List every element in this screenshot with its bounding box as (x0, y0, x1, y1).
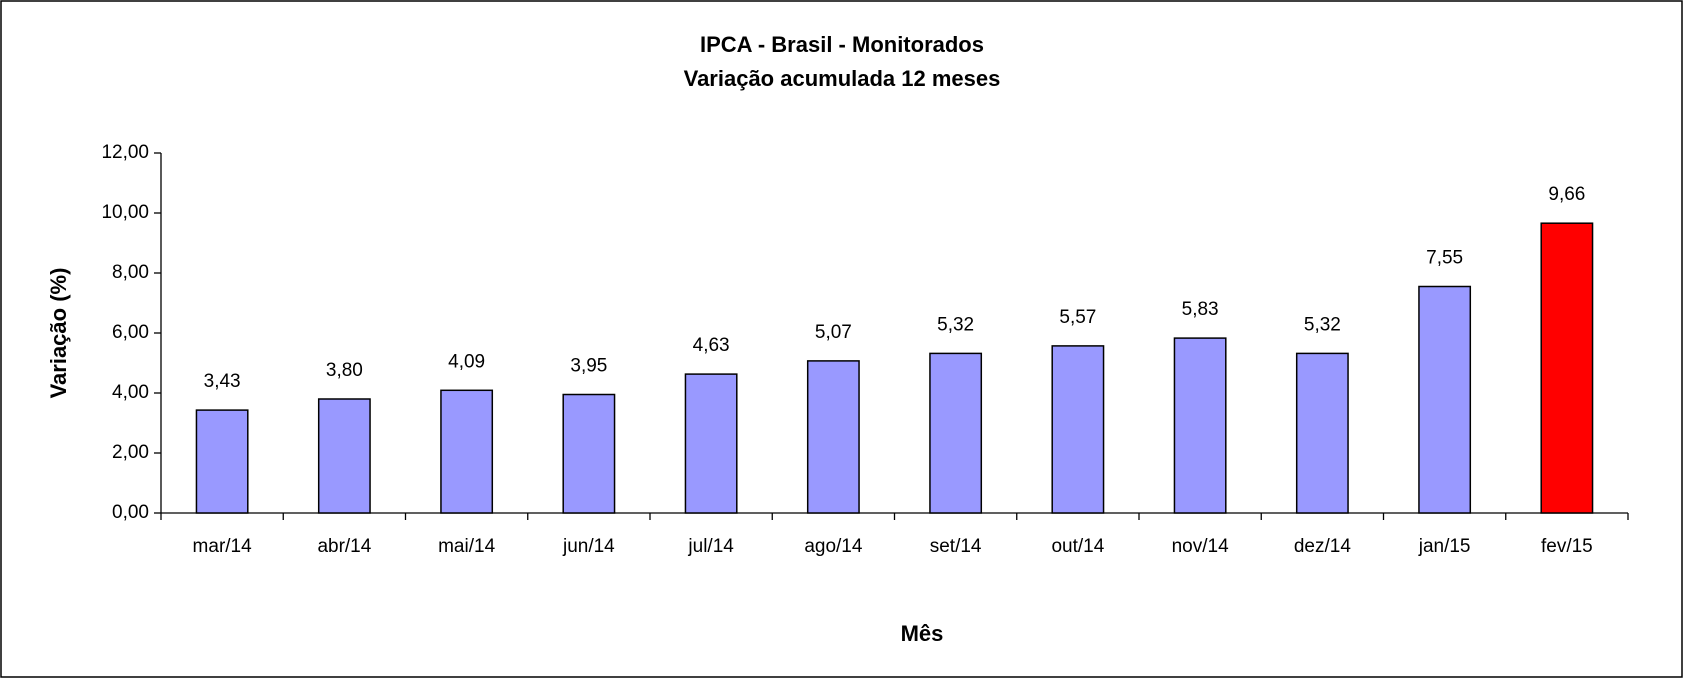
x-tick-label: jul/14 (687, 536, 734, 557)
y-tick-label: 6,00 (112, 322, 149, 343)
y-tick-label: 2,00 (112, 442, 149, 463)
chart-title: IPCA - Brasil - Monitorados (700, 32, 984, 57)
bar (1173, 337, 1227, 514)
bar (195, 409, 249, 514)
data-label: 3,95 (570, 356, 607, 377)
data-label: 5,57 (1059, 307, 1096, 328)
x-tick-label: out/14 (1051, 536, 1104, 557)
bar (1540, 222, 1594, 514)
x-tick-label: jun/14 (562, 536, 615, 557)
bar (317, 398, 371, 514)
x-tick-label: mar/14 (193, 536, 253, 557)
y-tick-label: 0,00 (112, 502, 149, 523)
bar (929, 352, 983, 514)
bar (562, 393, 616, 514)
x-tick-label: mai/14 (438, 536, 495, 557)
x-tick-label: jan/15 (1418, 536, 1471, 557)
data-label: 5,07 (815, 322, 852, 343)
bar (684, 373, 738, 514)
y-tick-label: 12,00 (101, 142, 149, 163)
x-tick-label: set/14 (930, 536, 982, 557)
data-label: 4,63 (693, 335, 730, 356)
data-label: 5,32 (1304, 314, 1341, 335)
data-label: 5,83 (1182, 299, 1219, 320)
y-axis-label: Variação (%) (46, 268, 71, 399)
data-label: 9,66 (1548, 184, 1585, 205)
data-label: 3,43 (204, 371, 241, 392)
x-tick-label: dez/14 (1294, 536, 1351, 557)
bar (1418, 285, 1472, 514)
data-label: 4,09 (448, 351, 485, 372)
bar (1051, 345, 1105, 514)
x-tick-label: abr/14 (317, 536, 371, 557)
y-tick-label: 8,00 (112, 262, 149, 283)
data-label: 3,80 (326, 360, 363, 381)
y-tick-label: 4,00 (112, 382, 149, 403)
data-label: 5,32 (937, 314, 974, 335)
x-tick-label: fev/15 (1541, 536, 1593, 557)
x-tick-label: nov/14 (1172, 536, 1229, 557)
y-tick-label: 10,00 (101, 202, 149, 223)
chart-subtitle: Variação acumulada 12 meses (684, 66, 1001, 91)
x-axis-label: Mês (901, 621, 944, 646)
bar (806, 360, 860, 514)
x-tick-label: ago/14 (804, 536, 863, 557)
data-label: 7,55 (1426, 248, 1463, 269)
bar (440, 389, 494, 514)
bar (1295, 352, 1349, 514)
